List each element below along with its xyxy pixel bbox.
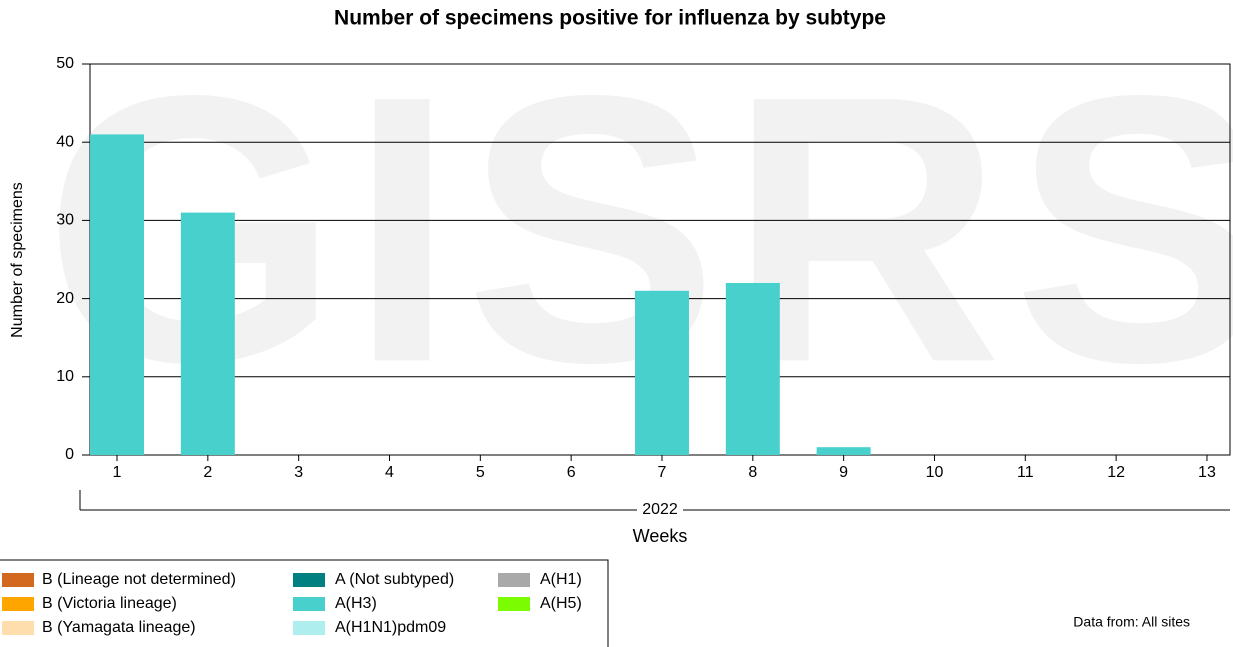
x-tick-label: 7	[658, 464, 667, 481]
bar-segment	[634, 290, 689, 455]
x-tick-label: 11	[1017, 464, 1034, 481]
legend-swatch	[2, 621, 34, 635]
legend-label: A(H1N1)pdm09	[335, 619, 446, 636]
bar-segment	[180, 212, 235, 455]
x-tick-label: 4	[385, 464, 394, 481]
y-axis-label: Number of specimens	[9, 182, 26, 338]
annotation: Data from: All sites	[1073, 614, 1190, 630]
y-tick-label: 40	[56, 133, 74, 150]
legend-label: A (Not subtyped)	[335, 571, 454, 588]
legend-frame	[0, 559, 609, 647]
bar-segment	[90, 134, 144, 455]
legend-label: B (Yamagata lineage)	[42, 619, 196, 636]
bar-segment	[816, 447, 871, 455]
x-tick-label: 9	[839, 464, 848, 481]
bar-segment	[725, 282, 780, 455]
y-tick-label: 0	[65, 446, 74, 463]
x-tick-label: 1	[113, 464, 122, 481]
x-tick-label: 2	[203, 464, 212, 481]
x-tick-label: 6	[567, 464, 576, 481]
legend-label: B (Victoria lineage)	[42, 595, 177, 612]
legend-label: A(H5)	[540, 595, 582, 612]
y-tick-label: 30	[56, 212, 74, 229]
x-tick-label: 10	[926, 464, 944, 481]
legend-swatch	[293, 597, 325, 611]
group-label-bg	[637, 500, 683, 520]
legend-swatch	[498, 573, 530, 587]
legend-swatch	[293, 573, 325, 587]
legend-label: A(H1)	[540, 571, 582, 588]
x-group-label: 2022	[642, 501, 678, 518]
legend-swatch	[293, 621, 325, 635]
legend-swatch	[2, 573, 34, 587]
y-tick-label: 10	[56, 368, 74, 385]
x-tick-label: 13	[1198, 464, 1216, 481]
x-tick-label: 8	[748, 464, 757, 481]
x-tick-label: 5	[476, 464, 485, 481]
y-tick-label: 50	[56, 55, 74, 72]
x-axis-label: Weeks	[633, 526, 688, 546]
legend-label: A(H3)	[335, 595, 377, 612]
legend-swatch	[2, 597, 34, 611]
x-tick-label: 12	[1107, 464, 1125, 481]
x-tick-label: 3	[294, 464, 303, 481]
y-tick-label: 20	[56, 290, 74, 307]
chart-title: Number of specimens positive for influen…	[334, 7, 886, 30]
legend-swatch	[498, 597, 530, 611]
legend-label: B (Lineage not determined)	[42, 571, 236, 588]
